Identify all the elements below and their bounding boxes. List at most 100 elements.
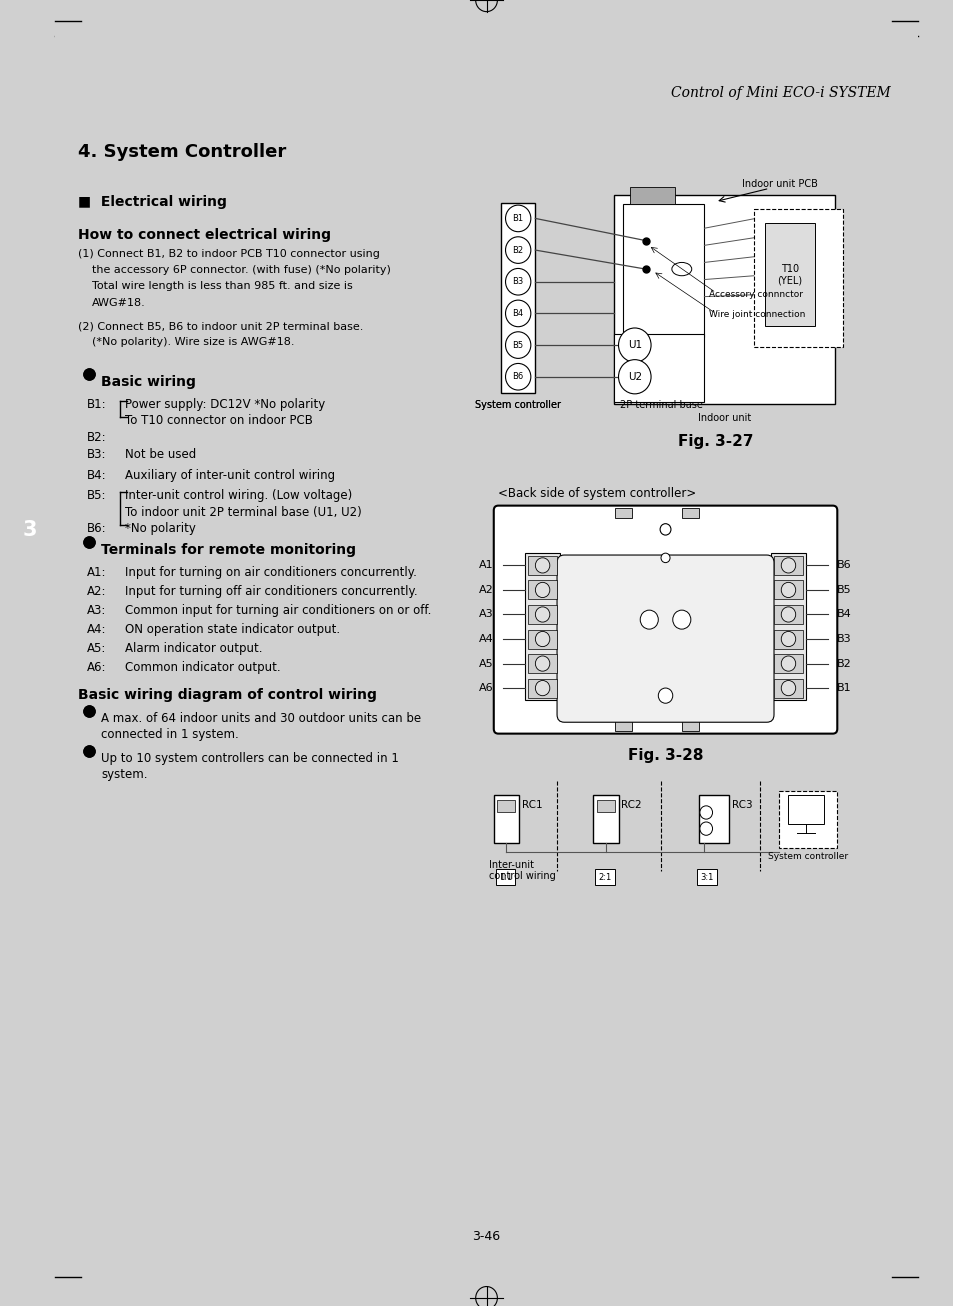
- Circle shape: [700, 821, 712, 836]
- Bar: [495, 870, 515, 884]
- Bar: [528, 605, 557, 624]
- Text: Common input for turning air conditioners on or off.: Common input for turning air conditioner…: [125, 605, 431, 618]
- Bar: [770, 554, 804, 700]
- FancyBboxPatch shape: [494, 505, 837, 734]
- Text: B1:: B1:: [87, 398, 107, 411]
- Text: RC1: RC1: [521, 801, 542, 810]
- Bar: [528, 654, 557, 673]
- Bar: [597, 801, 615, 811]
- Circle shape: [658, 688, 672, 703]
- Bar: [773, 629, 802, 649]
- Text: ON operation state indicator output.: ON operation state indicator output.: [125, 623, 339, 636]
- Bar: [528, 556, 557, 575]
- Bar: [622, 205, 703, 337]
- Bar: [681, 508, 698, 518]
- Text: A2:: A2:: [87, 585, 107, 598]
- Text: A5:: A5:: [87, 643, 106, 656]
- Text: U2: U2: [627, 372, 641, 381]
- Text: Power supply: DC12V *No polarity: Power supply: DC12V *No polarity: [125, 398, 325, 411]
- Text: B4: B4: [837, 610, 851, 619]
- Text: AWG#18.: AWG#18.: [92, 298, 146, 308]
- Bar: [773, 654, 802, 673]
- Text: B4: B4: [512, 310, 523, 317]
- Bar: [697, 870, 717, 884]
- Text: T10
(YEL): T10 (YEL): [777, 264, 801, 286]
- Bar: [500, 202, 535, 393]
- Text: How to connect electrical wiring: How to connect electrical wiring: [78, 229, 331, 242]
- Circle shape: [505, 236, 530, 264]
- Text: Inter-unit control wiring. (Low voltage): Inter-unit control wiring. (Low voltage): [125, 490, 352, 503]
- Circle shape: [672, 610, 690, 629]
- Text: Control of Mini ECO-i SYSTEM: Control of Mini ECO-i SYSTEM: [670, 86, 890, 101]
- Text: Inter-unit: Inter-unit: [489, 859, 534, 870]
- Bar: [773, 605, 802, 624]
- Circle shape: [781, 558, 795, 573]
- Text: A4: A4: [478, 633, 494, 644]
- Text: 3: 3: [23, 520, 37, 539]
- Circle shape: [505, 363, 530, 390]
- Text: ■  Electrical wiring: ■ Electrical wiring: [78, 195, 227, 209]
- Text: B2: B2: [512, 246, 523, 255]
- Text: Alarm indicator output.: Alarm indicator output.: [125, 643, 262, 656]
- Bar: [773, 556, 802, 575]
- Text: B1: B1: [512, 214, 523, 223]
- Text: A6:: A6:: [87, 661, 107, 674]
- Circle shape: [659, 524, 670, 535]
- FancyBboxPatch shape: [557, 555, 773, 722]
- Bar: [614, 334, 703, 402]
- Circle shape: [781, 656, 795, 671]
- Circle shape: [505, 300, 530, 326]
- Text: A3: A3: [478, 610, 494, 619]
- Text: Basic wiring: Basic wiring: [101, 375, 196, 388]
- Bar: [681, 721, 698, 731]
- Circle shape: [660, 554, 669, 563]
- Text: (1) Connect B1, B2 to indoor PCB T10 connector using: (1) Connect B1, B2 to indoor PCB T10 con…: [78, 249, 379, 259]
- Circle shape: [781, 607, 795, 622]
- Bar: [615, 721, 631, 731]
- Text: <Back side of system controller>: <Back side of system controller>: [497, 487, 696, 500]
- Bar: [615, 508, 631, 518]
- Text: Auxiliary of inter-unit control wiring: Auxiliary of inter-unit control wiring: [125, 469, 335, 482]
- Text: To T10 connector on indoor PCB: To T10 connector on indoor PCB: [125, 414, 313, 427]
- Circle shape: [781, 631, 795, 646]
- Bar: [593, 795, 618, 842]
- Text: System controller: System controller: [767, 853, 847, 862]
- Text: Up to 10 system controllers can be connected in 1: Up to 10 system controllers can be conne…: [101, 752, 399, 765]
- Text: A4:: A4:: [87, 623, 107, 636]
- Circle shape: [781, 582, 795, 598]
- Text: B2:: B2:: [87, 431, 107, 444]
- Text: (*No polarity). Wire size is AWG#18.: (*No polarity). Wire size is AWG#18.: [92, 337, 294, 347]
- Text: RC2: RC2: [620, 801, 641, 810]
- Text: Total wire length is less than 985 ft. and size is: Total wire length is less than 985 ft. a…: [92, 281, 353, 291]
- Circle shape: [535, 656, 549, 671]
- Text: Common indicator output.: Common indicator output.: [125, 661, 280, 674]
- Text: B5:: B5:: [87, 490, 107, 503]
- Circle shape: [639, 610, 658, 629]
- Circle shape: [535, 631, 549, 646]
- Text: the accessory 6P connector. (with fuse) (*No polarity): the accessory 6P connector. (with fuse) …: [92, 265, 391, 276]
- Circle shape: [781, 680, 795, 696]
- Circle shape: [618, 328, 650, 362]
- Text: (2) Connect B5, B6 to indoor unit 2P terminal base.: (2) Connect B5, B6 to indoor unit 2P ter…: [78, 321, 363, 332]
- Text: Indoor unit PCB: Indoor unit PCB: [741, 179, 818, 189]
- Bar: [630, 187, 675, 205]
- Text: A2: A2: [478, 585, 494, 596]
- Text: B5: B5: [837, 585, 851, 596]
- Text: B3: B3: [837, 633, 851, 644]
- Text: B3: B3: [512, 277, 523, 286]
- Circle shape: [505, 205, 530, 231]
- Text: 1:1: 1:1: [498, 872, 512, 882]
- Text: A1: A1: [478, 560, 494, 571]
- Text: To indoor unit 2P terminal base (U1, U2): To indoor unit 2P terminal base (U1, U2): [125, 505, 361, 518]
- Text: A5: A5: [478, 658, 494, 669]
- Circle shape: [535, 607, 549, 622]
- Text: *No polarity: *No polarity: [125, 522, 195, 534]
- Text: A6: A6: [478, 683, 494, 693]
- Text: 2P terminal base: 2P terminal base: [619, 400, 702, 410]
- Text: Terminals for remote monitoring: Terminals for remote monitoring: [101, 543, 356, 556]
- Text: RC3: RC3: [731, 801, 751, 810]
- Bar: [55, 29, 917, 128]
- Text: B6: B6: [512, 372, 523, 381]
- Text: B6:: B6:: [87, 522, 107, 534]
- Text: connected in 1 system.: connected in 1 system.: [101, 727, 239, 741]
